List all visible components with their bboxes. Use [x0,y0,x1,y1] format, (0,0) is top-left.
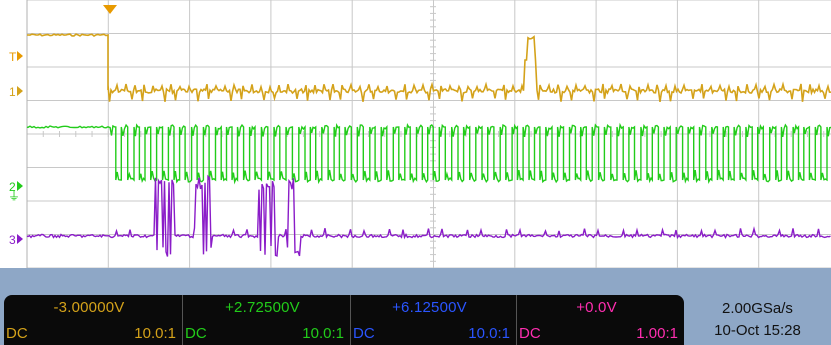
trigger-level-marker-arrow-icon [17,51,23,61]
channel-1-info[interactable]: -3.00000V DC 10.0:1 [4,295,182,345]
channel-2-scale: +2.72500V [225,299,300,316]
channel-2-trace [26,122,831,185]
channel-2-marker-arrow-icon [17,181,23,191]
channel-3-marker-label: 3 [9,233,16,247]
ground-icon: ⏚ [8,189,20,203]
channel-3-coupling: DC [353,325,375,342]
channel-1-scale: -3.00000V [53,299,125,316]
channel-4-probe-ratio: 1.00:1 [636,325,678,342]
channel-markers[interactable]: T 1 2 3 ⏚ [8,50,23,247]
graticule-grid [0,0,831,268]
channel-3-trace [26,174,831,257]
acquisition-info[interactable]: 2.00GSa/s 10-Oct 15:28 [688,295,827,345]
channel-1-probe-ratio: 10.0:1 [134,325,176,342]
date-time: 10-Oct 15:28 [714,322,801,339]
channel-3-probe-ratio: 10.0:1 [468,325,510,342]
channel-1-coupling: DC [6,325,28,342]
channel-2-probe-ratio: 10.0:1 [302,325,344,342]
trigger-position-icon[interactable] [103,5,117,14]
marker-gutter [0,0,27,268]
channel-1-trace [27,33,831,103]
channel-3-marker-arrow-icon [17,234,23,244]
channel-1-marker-label: 1 [9,85,16,99]
waveform-display: T 1 2 3 ⏚ [0,0,831,268]
channel-4-scale: +0.0V [576,299,617,316]
channel-3-scale: +6.12500V [392,299,467,316]
channel-4-coupling: DC [519,325,541,342]
channel-2-coupling: DC [185,325,207,342]
channel-2-marker-label: 2 [9,180,16,194]
channel-4-info[interactable]: +0.0V DC 1.00:1 [516,295,684,345]
sample-rate: 2.00GSa/s [722,300,793,317]
channel-2-info[interactable]: +2.72500V DC 10.0:1 [182,295,350,345]
channel-3-info[interactable]: +6.12500V DC 10.0:1 [350,295,516,345]
trace-layer [26,33,831,257]
trigger-level-marker-label: T [9,50,17,64]
channel-1-marker-arrow-icon [17,86,23,96]
